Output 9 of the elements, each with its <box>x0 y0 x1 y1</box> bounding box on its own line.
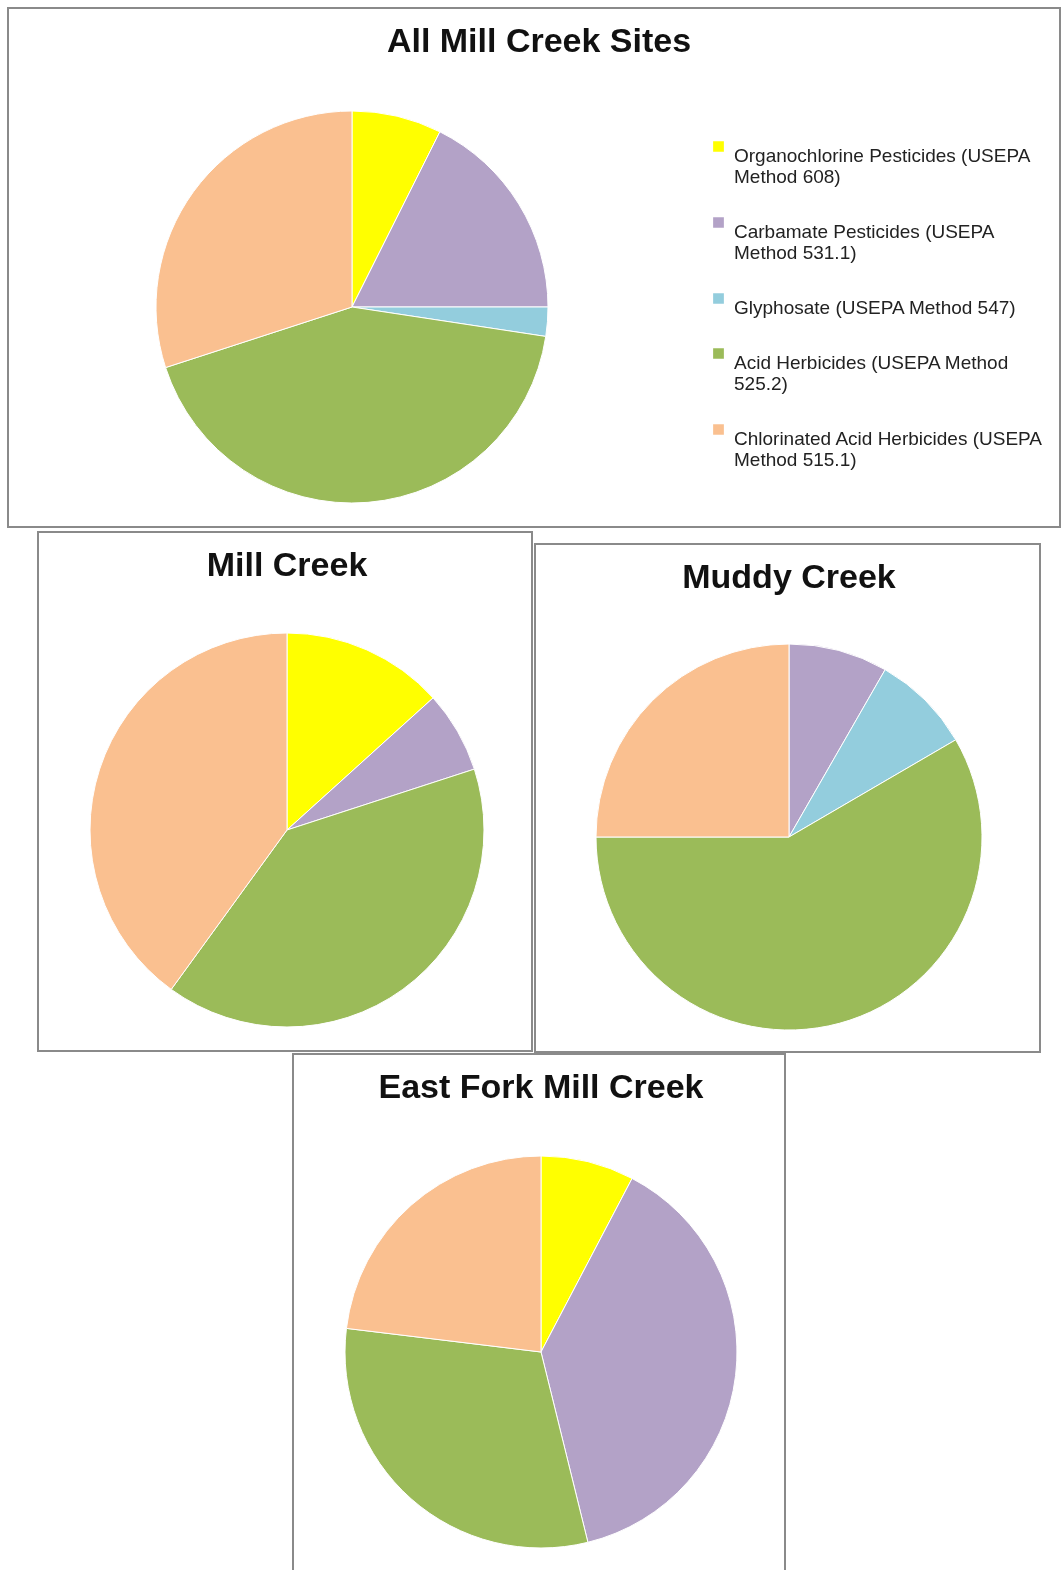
legend-label: Organochlorine Pesticides (USEPA Method 608) <box>734 144 1031 187</box>
legend-label: Acid Herbicides (USEPA Method 525.2) <box>734 351 1009 394</box>
chart-title: All Mill Creek Sites <box>386 21 692 59</box>
chart-title: Mill Creek <box>206 545 368 583</box>
legend-label: Glyphosate (USEPA Method 547) <box>734 296 1016 318</box>
legend-label: Carbamate Pesticides (USEPA Method 531.1) <box>734 220 995 263</box>
chart-title: East Fork Mill Creek <box>378 1067 704 1105</box>
chart-title: Muddy Creek <box>682 557 896 595</box>
legend-label: Chlorinated Acid Herbicides (USEPA Method 515.1) <box>734 427 1043 470</box>
